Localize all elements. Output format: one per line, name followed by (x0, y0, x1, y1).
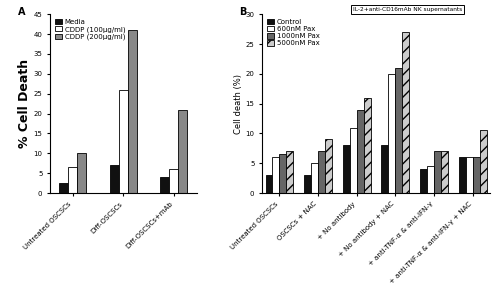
Bar (434, 151, 441, 193)
Legend: Media, CDDP (100μg/ml), CDDP (200μg/ml): Media, CDDP (100μg/ml), CDDP (200μg/ml) (54, 18, 127, 42)
Bar (304, 175, 311, 193)
Bar (356, 110, 364, 193)
Bar (427, 166, 434, 193)
Bar (311, 163, 318, 193)
Bar (318, 151, 325, 193)
Bar (388, 74, 396, 193)
Bar (266, 175, 272, 193)
Bar (441, 151, 448, 193)
Text: A: A (18, 7, 26, 17)
Bar (68, 167, 78, 193)
Text: IL-2+anti-CD16mAb NK supernatants: IL-2+anti-CD16mAb NK supernatants (353, 7, 463, 12)
Bar (169, 169, 178, 193)
Bar (128, 30, 137, 193)
Bar (110, 165, 118, 193)
Bar (382, 145, 388, 193)
Bar (325, 139, 332, 193)
Bar (59, 183, 68, 193)
Bar (420, 169, 427, 193)
Bar (343, 145, 350, 193)
Bar (480, 130, 486, 193)
Bar (364, 98, 370, 193)
Bar (280, 154, 286, 193)
Bar (160, 177, 169, 193)
Bar (466, 157, 472, 193)
Y-axis label: % Cell Death: % Cell Death (18, 59, 30, 148)
Text: B: B (240, 7, 246, 17)
Bar (78, 153, 86, 193)
Y-axis label: Cell death (%): Cell death (%) (234, 74, 242, 134)
Bar (402, 32, 409, 193)
Bar (286, 151, 294, 193)
Bar (396, 68, 402, 193)
Bar (350, 128, 356, 193)
Bar (118, 90, 128, 193)
Bar (458, 157, 466, 193)
Bar (178, 110, 188, 193)
Bar (472, 157, 480, 193)
Legend: Control, 600nM Pax, 1000nM Pax, 5000nM Pax: Control, 600nM Pax, 1000nM Pax, 5000nM P… (266, 18, 321, 48)
Bar (272, 157, 280, 193)
